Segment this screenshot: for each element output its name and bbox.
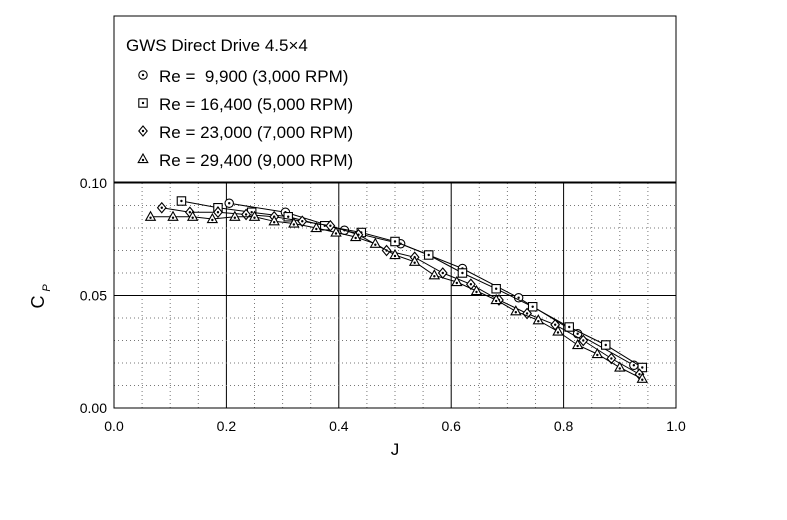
series-4 xyxy=(144,210,649,383)
y-tick-label: 0.10 xyxy=(80,175,107,191)
data-point xyxy=(578,334,589,347)
data-point xyxy=(637,362,648,373)
data-point xyxy=(552,325,564,336)
series-3 xyxy=(156,201,645,381)
legend-label: Re = 16,400 (5,000 RPM) xyxy=(159,95,353,114)
data-point xyxy=(349,230,362,242)
data-point xyxy=(564,322,574,332)
grid xyxy=(114,183,676,408)
data-point xyxy=(408,255,421,266)
legend-label: Re = 29,400 (9,000 RPM) xyxy=(159,151,353,170)
data-point xyxy=(224,198,234,209)
data-point xyxy=(614,361,626,372)
data-point xyxy=(248,210,261,221)
data-point xyxy=(137,152,149,164)
data-point xyxy=(213,206,223,219)
data-point xyxy=(527,301,538,312)
data-point xyxy=(490,293,502,305)
y-tick-label: 0.00 xyxy=(80,400,107,416)
data-point xyxy=(176,196,187,206)
data-point xyxy=(138,125,148,137)
series xyxy=(144,196,649,383)
legend-entry: Re = 9,900 (3,000 RPM) xyxy=(138,67,348,86)
data-point xyxy=(457,268,468,278)
data-point xyxy=(571,338,584,350)
data-point xyxy=(465,278,476,291)
series-2 xyxy=(176,196,648,373)
tick-labels: 0.0 0.2 0.4 0.6 0.8 1.0 0.00 0.05 0.10 xyxy=(80,175,686,434)
series-line xyxy=(181,200,643,368)
data-point xyxy=(491,283,501,294)
data-point xyxy=(167,210,179,221)
y-axis-label-main: C xyxy=(28,296,48,309)
legend-label: Re = 23,000 (7,000 RPM) xyxy=(159,123,353,142)
data-point xyxy=(288,217,300,228)
data-point xyxy=(470,284,483,296)
data-point xyxy=(390,236,400,247)
x-tick-label: 0.8 xyxy=(554,418,574,434)
data-point xyxy=(510,305,522,316)
x-tick-label: 0.4 xyxy=(329,418,349,434)
chart-title: GWS Direct Drive 4.5×4 xyxy=(126,36,308,55)
data-point xyxy=(389,248,401,260)
legend-label: Re = 9,900 (3,000 RPM) xyxy=(159,67,348,86)
data-point xyxy=(591,347,604,359)
data-point xyxy=(330,226,342,237)
data-point xyxy=(636,372,649,383)
data-point xyxy=(423,250,434,260)
data-point xyxy=(297,215,308,228)
x-tick-label: 0.2 xyxy=(217,418,237,434)
data-point xyxy=(532,314,545,325)
data-point xyxy=(522,307,532,320)
series-line xyxy=(161,207,640,375)
data-point xyxy=(513,292,524,303)
data-point xyxy=(451,275,463,287)
data-point xyxy=(144,210,157,221)
data-point xyxy=(600,340,611,350)
x-tick-label: 0.0 xyxy=(104,418,124,434)
legend-entry: Re = 16,400 (5,000 RPM) xyxy=(138,95,353,114)
legend-entry: Re = 29,400 (9,000 RPM) xyxy=(137,151,353,170)
y-axis-label-sub: P xyxy=(41,284,53,292)
x-axis-label: J xyxy=(391,440,400,459)
x-tick-label: 1.0 xyxy=(666,418,686,434)
data-point xyxy=(138,98,148,108)
legend: Re = 9,900 (3,000 RPM) Re = 16,400 (5,000… xyxy=(137,67,353,170)
data-point xyxy=(428,269,441,280)
data-point xyxy=(206,212,219,224)
y-tick-label: 0.05 xyxy=(80,288,107,304)
data-point xyxy=(310,221,323,233)
data-point xyxy=(283,212,293,222)
plot-frame xyxy=(113,182,677,409)
data-point xyxy=(156,201,167,214)
data-point xyxy=(268,215,280,226)
data-point xyxy=(229,210,241,221)
y-axis-label: C P xyxy=(28,284,53,309)
x-tick-label: 0.6 xyxy=(441,418,461,434)
legend-box xyxy=(113,15,677,183)
data-point xyxy=(186,210,199,221)
data-point xyxy=(138,70,148,80)
data-point xyxy=(369,237,382,248)
legend-entry: Re = 23,000 (7,000 RPM) xyxy=(138,123,353,142)
